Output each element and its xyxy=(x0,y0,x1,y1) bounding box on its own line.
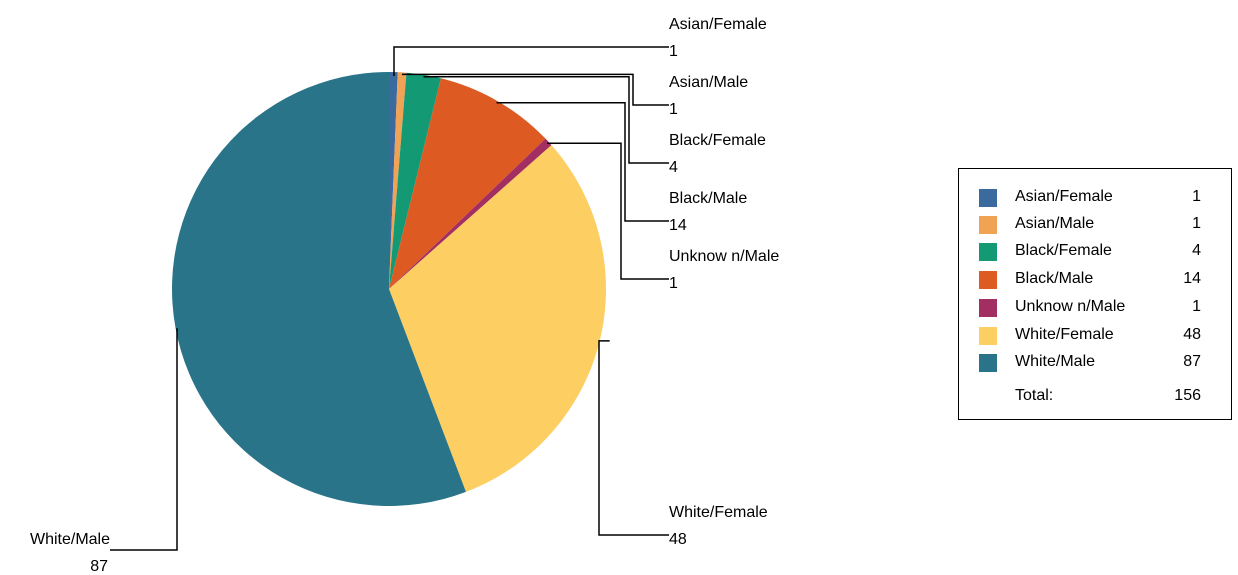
legend-value: 1 xyxy=(1192,188,1201,205)
leader-line-asian-male xyxy=(401,73,669,106)
legend-value: 87 xyxy=(1183,353,1201,370)
leader-line-black-male xyxy=(496,102,669,222)
legend-item-black-male: Black/Male 14 xyxy=(959,267,1231,291)
pie-slice-asian-male xyxy=(389,72,407,289)
legend-label: Asian/Female xyxy=(1015,188,1113,205)
pie-slice-black-male xyxy=(389,78,546,289)
legend-total-row: Total: 156 xyxy=(959,384,1231,408)
leader-line-white-male xyxy=(110,328,178,551)
pie-slice-black-female xyxy=(389,72,441,289)
callout-value-white-male: 87 xyxy=(90,558,108,575)
legend-label: Black/Male xyxy=(1015,270,1094,287)
pie-slice-unknow-n-male xyxy=(389,138,552,289)
legend-swatch xyxy=(979,354,997,372)
callout-value-black-male: 14 xyxy=(669,217,687,234)
callout-label-unknow-n-male: Unknow n/Male xyxy=(669,248,779,265)
callout-label-white-male: White/Male xyxy=(30,531,110,548)
callout-value-black-female: 4 xyxy=(669,159,678,176)
pie-slice-asian-female xyxy=(389,72,398,289)
callout-label-asian-female: Asian/Female xyxy=(669,16,767,33)
callout-value-white-female: 48 xyxy=(669,531,687,548)
callout-value-asian-male: 1 xyxy=(669,101,678,118)
leader-line-black-female xyxy=(423,76,669,164)
legend-total-value: 156 xyxy=(1174,387,1201,404)
leader-line-white-female xyxy=(598,340,669,536)
callout-label-black-female: Black/Female xyxy=(669,132,766,149)
legend-swatch xyxy=(979,271,997,289)
legend-swatch xyxy=(979,243,997,261)
legend-label: Unknow n/Male xyxy=(1015,298,1126,315)
legend-total-label: Total: xyxy=(1015,387,1054,404)
leader-line-unknow-n-male xyxy=(547,142,669,280)
callout-value-unknow-n-male: 1 xyxy=(669,275,678,292)
legend-item-white-male: White/Male 87 xyxy=(959,350,1231,374)
leader-line-asian-female xyxy=(393,46,669,76)
legend-label: Asian/Male xyxy=(1015,215,1095,232)
legend-value: 48 xyxy=(1183,326,1201,343)
legend-item-black-female: Black/Female 4 xyxy=(959,239,1231,263)
legend-item-unknown-male: Unknow n/Male 1 xyxy=(959,295,1231,319)
legend-swatch xyxy=(979,299,997,317)
legend-value: 1 xyxy=(1192,298,1201,315)
pie-slice-white-female xyxy=(389,145,606,492)
legend-swatch xyxy=(979,216,997,234)
legend-item-asian-male: Asian/Male 1 xyxy=(959,212,1231,236)
callout-label-asian-male: Asian/Male xyxy=(669,74,748,91)
callout-value-asian-female: 1 xyxy=(669,43,678,60)
legend-value: 4 xyxy=(1192,242,1201,259)
legend: Asian/Female 1 Asian/Male 1 Black/Female… xyxy=(958,168,1232,420)
legend-swatch xyxy=(979,189,997,207)
legend-item-asian-female: Asian/Female 1 xyxy=(959,185,1231,209)
legend-value: 14 xyxy=(1183,270,1201,287)
legend-item-white-female: White/Female 48 xyxy=(959,323,1231,347)
legend-value: 1 xyxy=(1192,215,1201,232)
pie-slice-white-male xyxy=(172,72,466,506)
legend-label: White/Male xyxy=(1015,353,1096,370)
callout-label-white-female: White/Female xyxy=(669,504,768,521)
callout-label-black-male: Black/Male xyxy=(669,190,747,207)
legend-label: Black/Female xyxy=(1015,242,1112,259)
legend-swatch xyxy=(979,327,997,345)
legend-label: White/Female xyxy=(1015,326,1114,343)
